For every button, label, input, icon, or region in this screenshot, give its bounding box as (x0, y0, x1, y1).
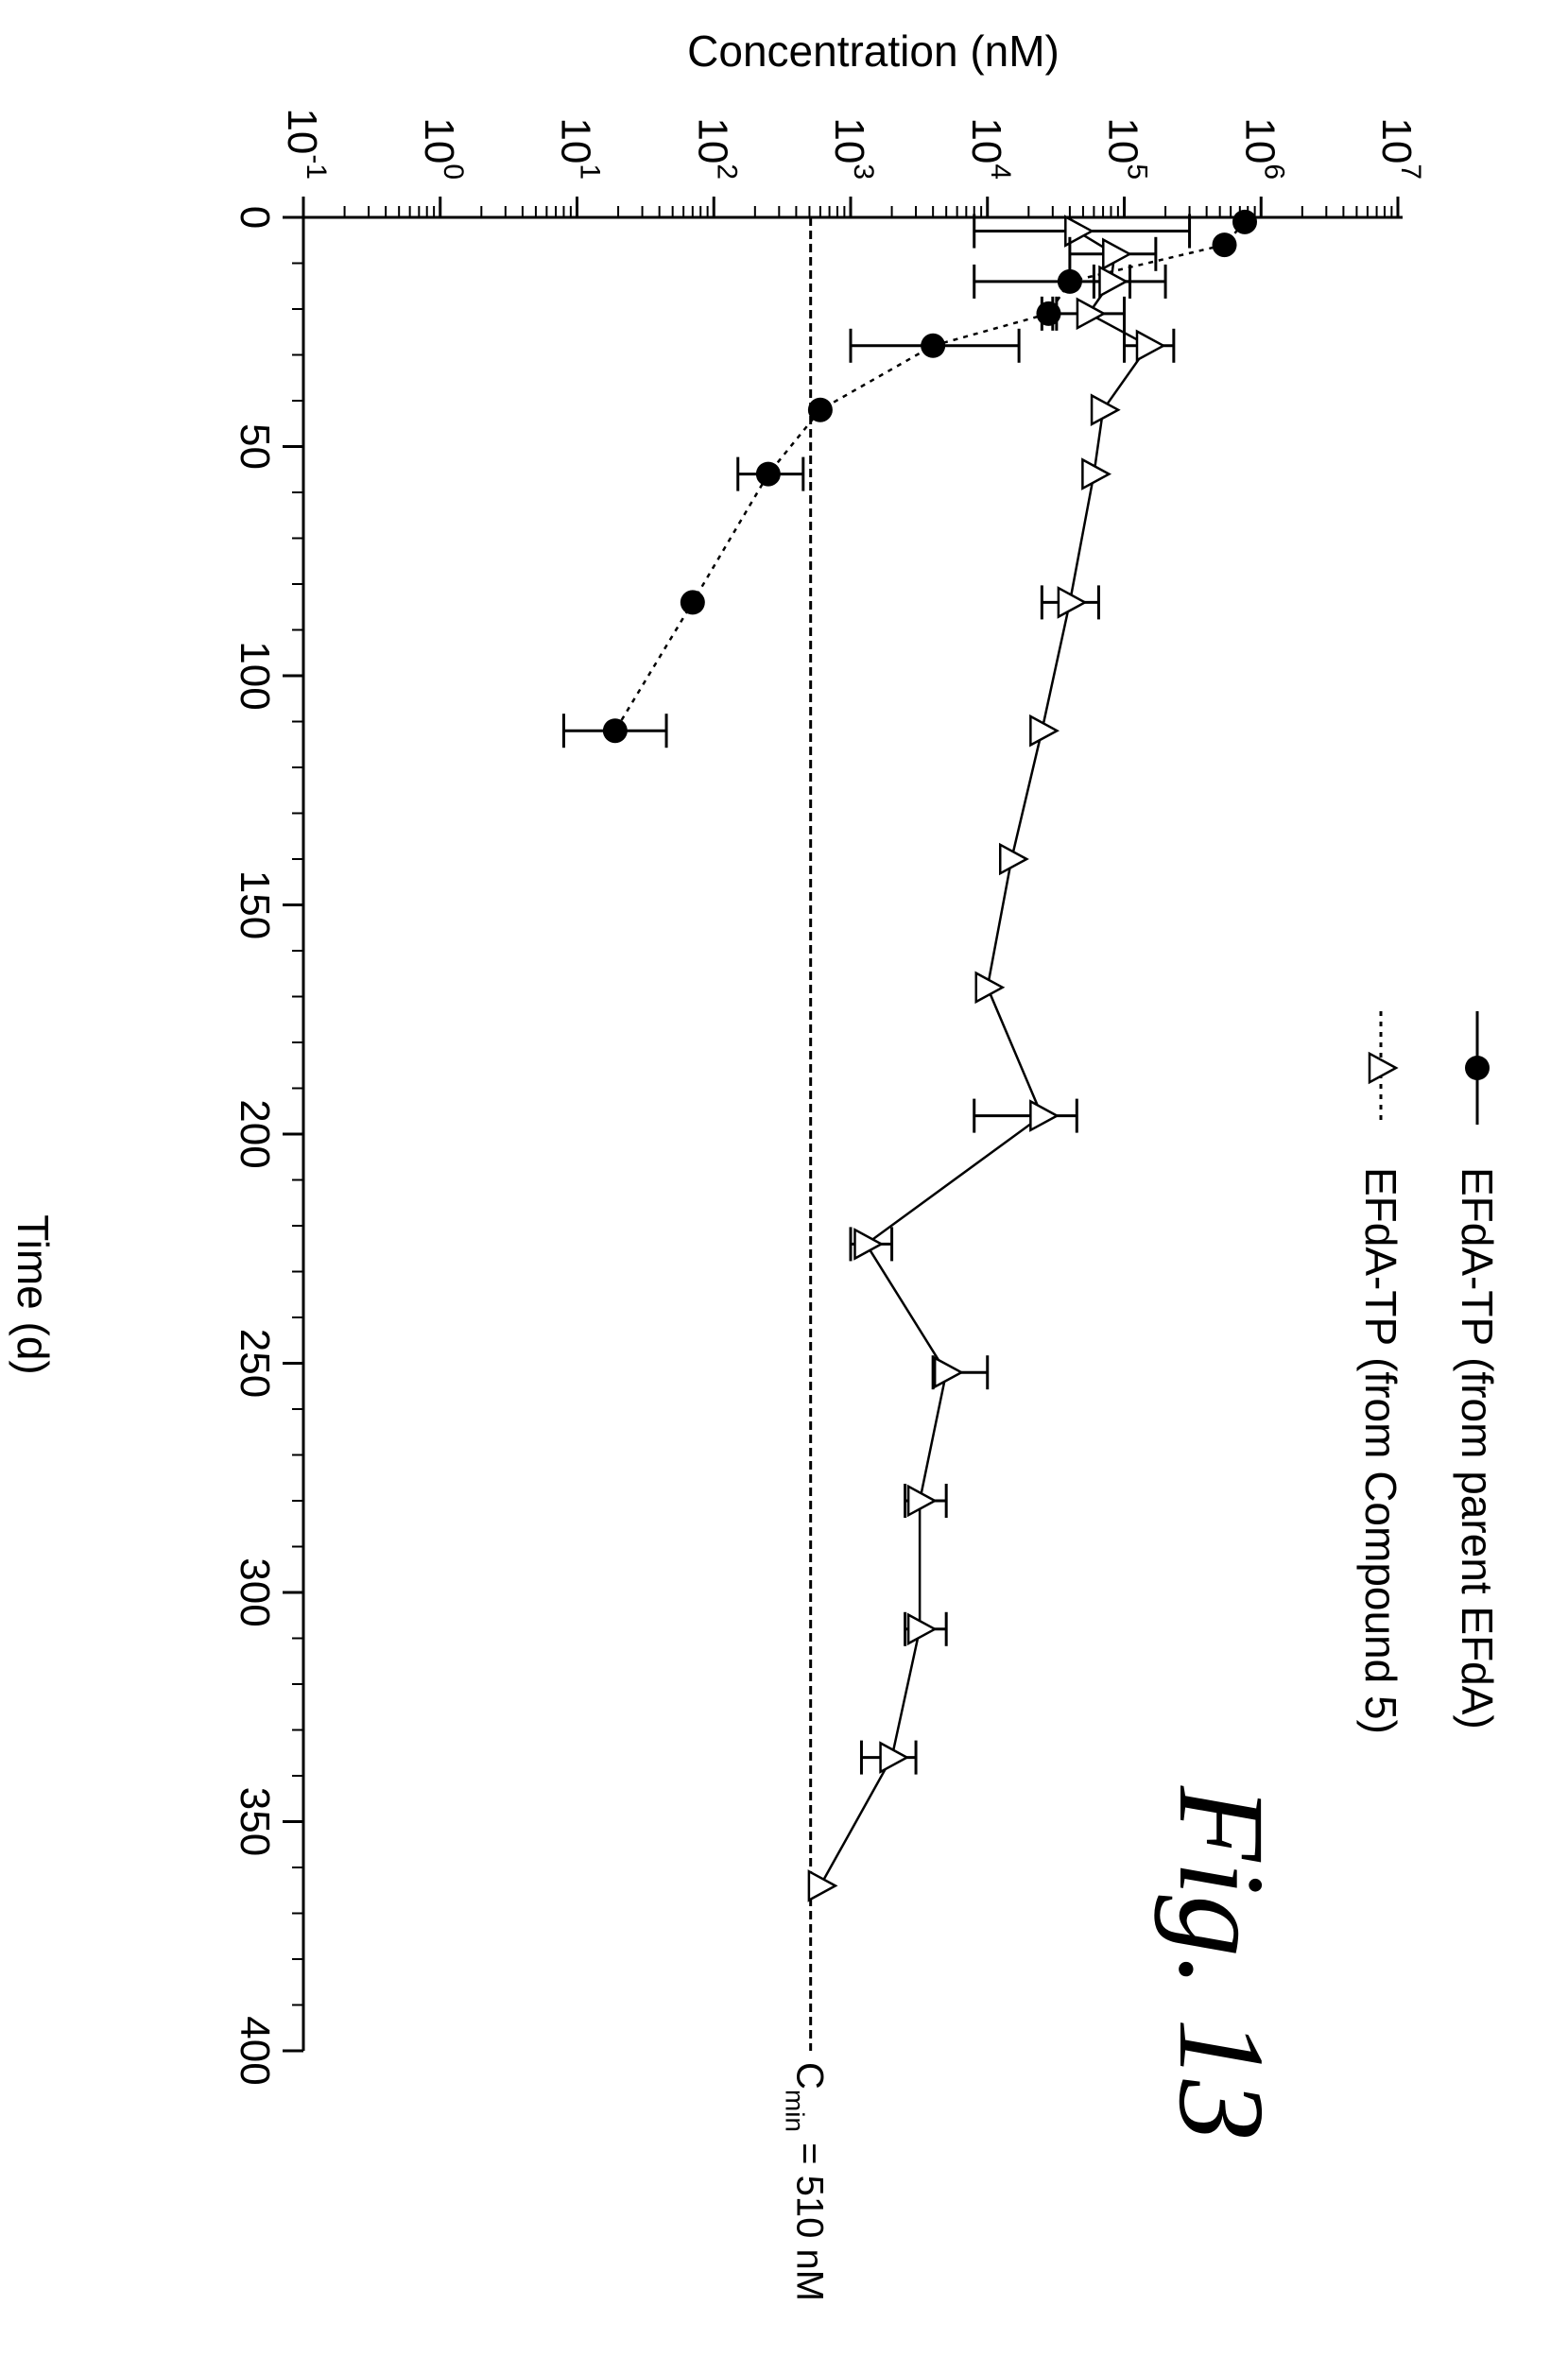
y-axis-label: Concentration (nM) (687, 26, 1060, 76)
y-tick-label: 10-1 (279, 108, 332, 180)
x-tick-label: 0 (232, 206, 278, 229)
data-point (998, 842, 1029, 876)
cmin-label: Cmin = 510 nM (781, 2062, 831, 2301)
figure-label: Fig. 13 (1153, 1785, 1289, 2142)
data-point (879, 1741, 910, 1774)
y-tick-label: 107 (1373, 117, 1426, 180)
legend-marker-1 (1465, 1056, 1490, 1080)
data-point (807, 1869, 838, 1902)
data-point (1036, 301, 1061, 326)
y-tick-label: 106 (1236, 117, 1289, 180)
data-point (755, 461, 781, 487)
y-tick-label: 102 (689, 117, 742, 180)
legend: EFdA-TP (from parent EFdA) EFdA-TP (from … (1356, 1011, 1502, 1734)
y-tick-label: 103 (826, 117, 879, 180)
y-tick-label: 105 (1100, 117, 1153, 180)
x-tick-label: 150 (232, 870, 278, 939)
x-tick-label: 300 (232, 1557, 278, 1626)
x-tick-label: 200 (232, 1099, 278, 1168)
series-line (613, 221, 1246, 731)
data-point (1029, 714, 1060, 748)
data-point (933, 1355, 964, 1389)
x-tick-label: 400 (232, 2016, 278, 2085)
data-point (974, 971, 1006, 1005)
data-point (1081, 457, 1112, 490)
legend-label-1: EFdA-TP (from parent EFdA) (1453, 1167, 1502, 1729)
y-tick-label: 104 (963, 117, 1016, 180)
legend-label-2: EFdA-TP (from Compound 5) (1356, 1167, 1405, 1734)
legend-marker-2 (1368, 1051, 1399, 1085)
data-point (680, 590, 705, 615)
data-point (1064, 215, 1094, 248)
x-tick-label: 250 (232, 1329, 278, 1398)
y-tick-label: 101 (553, 117, 606, 180)
data-point (1057, 268, 1082, 294)
x-tick-label: 100 (232, 641, 278, 710)
data-point (1212, 232, 1237, 258)
data-point (602, 718, 628, 744)
data-point (921, 333, 946, 358)
data-point (1090, 393, 1121, 427)
x-tick-label: 350 (232, 1787, 278, 1856)
data-point (853, 1228, 885, 1261)
data-point (807, 397, 833, 422)
data-point (1057, 586, 1088, 619)
data-point (1098, 265, 1129, 299)
figure-rotated: Cmin = 510 nM 10-11001011021031041051061… (9, 26, 1502, 2301)
data-point (1102, 237, 1132, 271)
y-tick-label: 100 (416, 117, 469, 180)
x-axis-label: Time (d) (9, 1214, 58, 1375)
plot-area: Cmin = 510 nM (561, 209, 1257, 2301)
series-1 (561, 209, 1257, 748)
x-tick-label: 50 (232, 423, 278, 470)
data-point (1135, 329, 1166, 363)
data-point (1029, 1099, 1060, 1132)
series-2 (807, 214, 1192, 1902)
data-point (906, 1484, 938, 1518)
data-point (1232, 209, 1257, 234)
axes: 10-1 100 101 102 103 104 105 106 107 0 50 100 150 200… (232, 108, 1426, 2085)
data-point (1076, 297, 1107, 331)
data-point (906, 1612, 938, 1646)
